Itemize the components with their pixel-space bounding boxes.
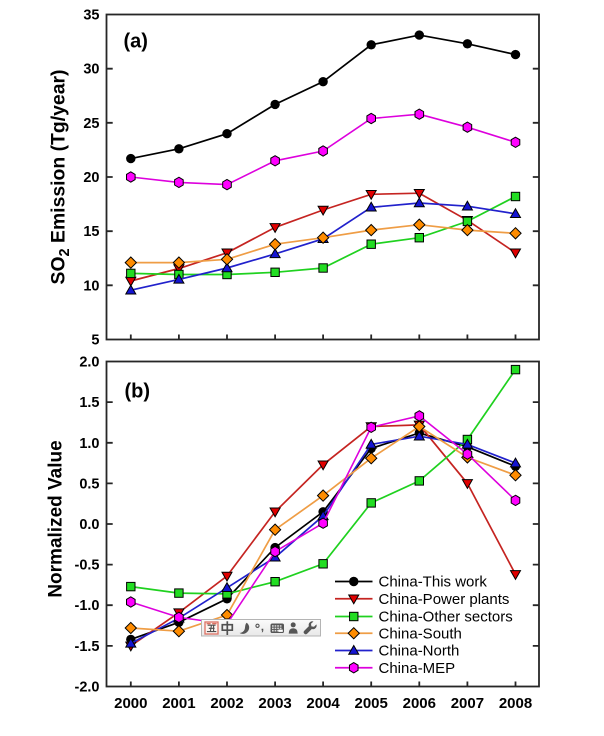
svg-text:(b): (b) — [125, 381, 151, 403]
svg-text:-2.0: -2.0 — [75, 680, 100, 696]
svg-text:,: , — [261, 620, 264, 634]
svg-text:5: 5 — [91, 333, 99, 349]
svg-text:20: 20 — [83, 170, 99, 186]
svg-text:-0.5: -0.5 — [75, 558, 100, 574]
svg-text:2004: 2004 — [306, 695, 340, 712]
svg-text:30: 30 — [83, 62, 99, 78]
svg-text:SO2 Emission (Tg/year): SO2 Emission (Tg/year) — [47, 70, 73, 285]
svg-text:(a): (a) — [124, 31, 148, 53]
svg-text:China-South: China-South — [379, 625, 462, 642]
svg-text:0.5: 0.5 — [79, 476, 99, 492]
svg-text:Normalized Value: Normalized Value — [45, 440, 66, 597]
svg-text:2005: 2005 — [355, 695, 388, 712]
svg-text:35: 35 — [83, 8, 99, 24]
svg-text:0.0: 0.0 — [79, 517, 99, 533]
svg-text:2002: 2002 — [210, 695, 243, 712]
svg-text:1.5: 1.5 — [79, 395, 99, 411]
svg-text:China-Other sectors: China-Other sectors — [379, 609, 513, 626]
svg-text:1.0: 1.0 — [79, 436, 99, 452]
svg-text:25: 25 — [83, 116, 99, 132]
svg-text:2007: 2007 — [451, 695, 484, 712]
svg-text:China-North: China-North — [379, 643, 460, 660]
svg-text:10: 10 — [83, 278, 99, 294]
svg-text:2003: 2003 — [258, 695, 291, 712]
svg-text:2000: 2000 — [114, 695, 147, 712]
svg-text:2001: 2001 — [162, 695, 195, 712]
svg-text:China-This work: China-This work — [379, 574, 488, 591]
svg-text:2.0: 2.0 — [79, 355, 99, 371]
svg-text:2006: 2006 — [403, 695, 436, 712]
svg-text:-1.0: -1.0 — [75, 598, 100, 614]
svg-text:China-MEP: China-MEP — [379, 660, 456, 677]
svg-text:China-Power plants: China-Power plants — [379, 591, 510, 608]
svg-text:-1.5: -1.5 — [75, 639, 100, 655]
svg-text:2008: 2008 — [499, 695, 532, 712]
svg-text:15: 15 — [83, 224, 99, 240]
